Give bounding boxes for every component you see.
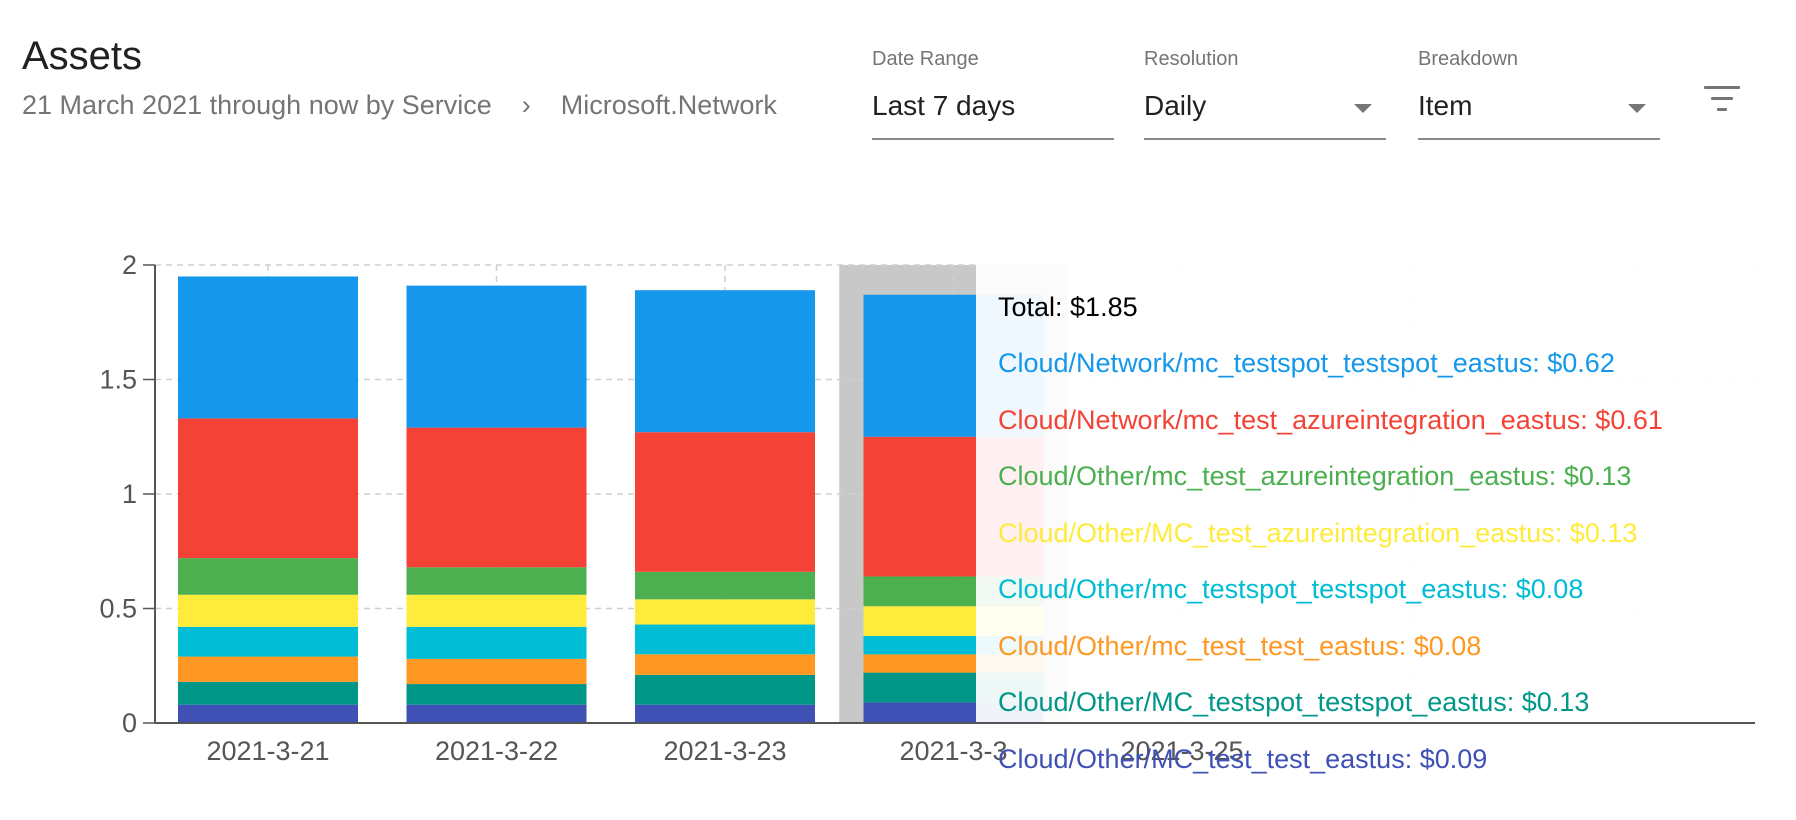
breadcrumb: 21 March 2021 through now by Service › M… [22, 90, 777, 121]
bar-segment [406, 285, 587, 428]
tooltip-series-line: Cloud/Other/MC_test_azureintegration_eas… [998, 517, 1638, 548]
bar-segment [635, 674, 815, 705]
bar-segment [406, 594, 587, 627]
chart-tooltip: Total: $1.85 Cloud/Network/mc_testspot_t… [976, 262, 1756, 774]
tooltip-series-line: Cloud/Other/mc_testspot_testspot_eastus:… [998, 574, 1584, 604]
bar-segment [635, 290, 815, 433]
tooltip-series-line: Cloud/Network/mc_testspot_testspot_eastu… [998, 348, 1615, 378]
bar-segment [406, 658, 587, 685]
x-tick-label: 2021-3-3 [899, 736, 1007, 766]
x-tick-label: 2021-3-23 [663, 736, 786, 766]
x-tick-label: 2021-3-25 [1120, 736, 1243, 766]
bar-segment [178, 558, 358, 595]
bar-segment [406, 427, 587, 568]
bar-segment [406, 567, 587, 595]
y-tick-label: 0 [122, 708, 137, 738]
bar-segment [635, 571, 815, 600]
date-range-value[interactable]: Last 7 days [872, 90, 1016, 121]
bar-segment [178, 594, 358, 627]
x-tick-label: 2021-3-21 [206, 736, 329, 766]
breakdown-underline [1418, 138, 1660, 140]
dropdown-arrow-icon[interactable] [1628, 104, 1646, 113]
tooltip-series-line: Cloud/Network/mc_test_azureintegration_e… [998, 404, 1663, 435]
bar-segment [406, 704, 587, 723]
bar-segment [406, 626, 587, 659]
dropdown-arrow-icon[interactable] [1354, 104, 1372, 113]
bar-segment [178, 681, 358, 705]
y-tick-label: 1.5 [99, 365, 137, 395]
bar-segment [635, 624, 815, 655]
bar-segment [178, 656, 358, 682]
date-range-label: Date Range [872, 48, 979, 70]
chevron-right-icon: › [521, 90, 531, 120]
filter-list-icon[interactable] [1704, 86, 1740, 116]
tooltip-series-line: Cloud/Other/mc_test_azureintegration_eas… [998, 461, 1632, 491]
breakdown-select[interactable]: Breakdown Item [1418, 48, 1660, 140]
x-tick-label: 2021-3-22 [435, 736, 558, 766]
breakdown-value[interactable]: Item [1418, 90, 1473, 121]
bar-segment [178, 704, 358, 723]
y-tick-label: 0.5 [99, 594, 137, 624]
bar-segment [635, 599, 815, 625]
tooltip-total: Total: $1.85 [998, 292, 1138, 322]
bar-segment [178, 418, 358, 559]
breakdown-label: Breakdown [1418, 48, 1519, 70]
breadcrumb-item-scope[interactable]: 21 March 2021 through now by Service [22, 90, 492, 120]
date-range-underline [872, 138, 1114, 140]
y-tick-label: 2 [122, 250, 137, 280]
bar-segment [635, 654, 815, 675]
bar-segment [178, 276, 358, 419]
resolution-label: Resolution [1144, 48, 1239, 70]
resolution-select[interactable]: Resolution Daily [1144, 48, 1386, 140]
page-title: Assets [22, 34, 143, 78]
tooltip-series-line: Cloud/Other/MC_test_test_eastus: $0.09 [998, 743, 1488, 774]
bar-segment [635, 704, 815, 723]
breadcrumb-item-service: Microsoft.Network [560, 90, 777, 120]
bar-segment [178, 626, 358, 657]
tooltip-series-line: Cloud/Other/mc_test_test_eastus: $0.08 [998, 630, 1482, 661]
y-tick-label: 1 [122, 479, 137, 509]
tooltip-series-line: Cloud/Other/MC_testspot_testspot_eastus:… [998, 687, 1590, 717]
date-range-field[interactable]: Date Range Last 7 days [872, 48, 1114, 140]
resolution-underline [1144, 138, 1386, 140]
resolution-value[interactable]: Daily [1144, 90, 1207, 121]
bar-segment [406, 684, 587, 705]
bar-segment [635, 432, 815, 572]
